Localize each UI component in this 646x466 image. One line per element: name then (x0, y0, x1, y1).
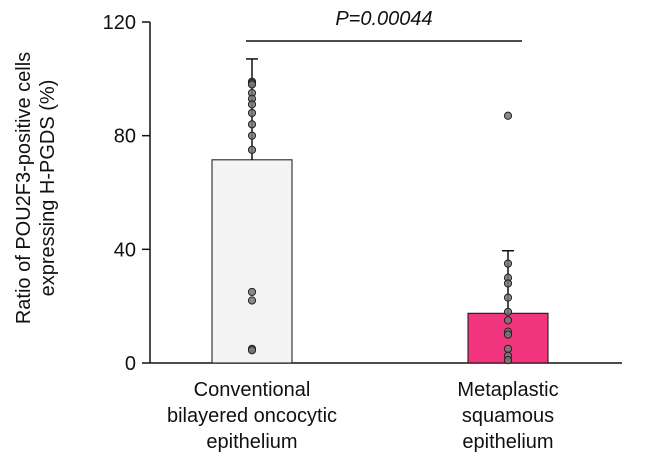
data-point-2 (503, 307, 513, 316)
data-point-2 (503, 111, 513, 120)
data-point-1 (247, 131, 257, 140)
x-category-label-1: Conventional bilayered oncocytic epitheliu… (167, 379, 337, 453)
data-point-1 (247, 287, 257, 297)
bars (211, 159, 549, 364)
y-tick-label: 80 (114, 126, 136, 148)
data-point-2 (503, 279, 513, 288)
data-point-1 (247, 100, 257, 109)
y-tick-label: 120 (103, 12, 136, 34)
y-ticks: 0 40 80 120 (103, 12, 150, 375)
data-point-2 (503, 330, 513, 339)
data-point-2 (503, 356, 513, 365)
x-category-label-2: Metaplastic squamous epithelium (457, 379, 558, 453)
category-labels: Conventional bilayered oncocytic epitheliu… (167, 379, 559, 453)
data-points (247, 77, 513, 365)
data-point-2 (503, 316, 513, 325)
y-axis-title: Ratio of POU2F3-positive cells expressing… (13, 52, 59, 324)
y-tick-label: 0 (125, 353, 136, 375)
data-point-1 (247, 296, 257, 305)
data-point-1 (247, 108, 257, 118)
significance-annotation: P=0.00044 (246, 8, 522, 42)
bar-1 (211, 159, 293, 364)
data-point-1 (247, 120, 257, 129)
y-axis-label: Ratio of POU2F3-positive cells expressing… (13, 52, 59, 324)
p-value-label: P=0.00044 (335, 8, 432, 30)
data-point-2 (503, 259, 513, 268)
data-point-1 (247, 145, 257, 154)
data-point-1 (247, 346, 257, 355)
data-point-2 (503, 293, 513, 302)
data-point-1 (247, 80, 257, 89)
data-point-2 (503, 344, 513, 353)
y-tick-label: 40 (114, 239, 136, 261)
